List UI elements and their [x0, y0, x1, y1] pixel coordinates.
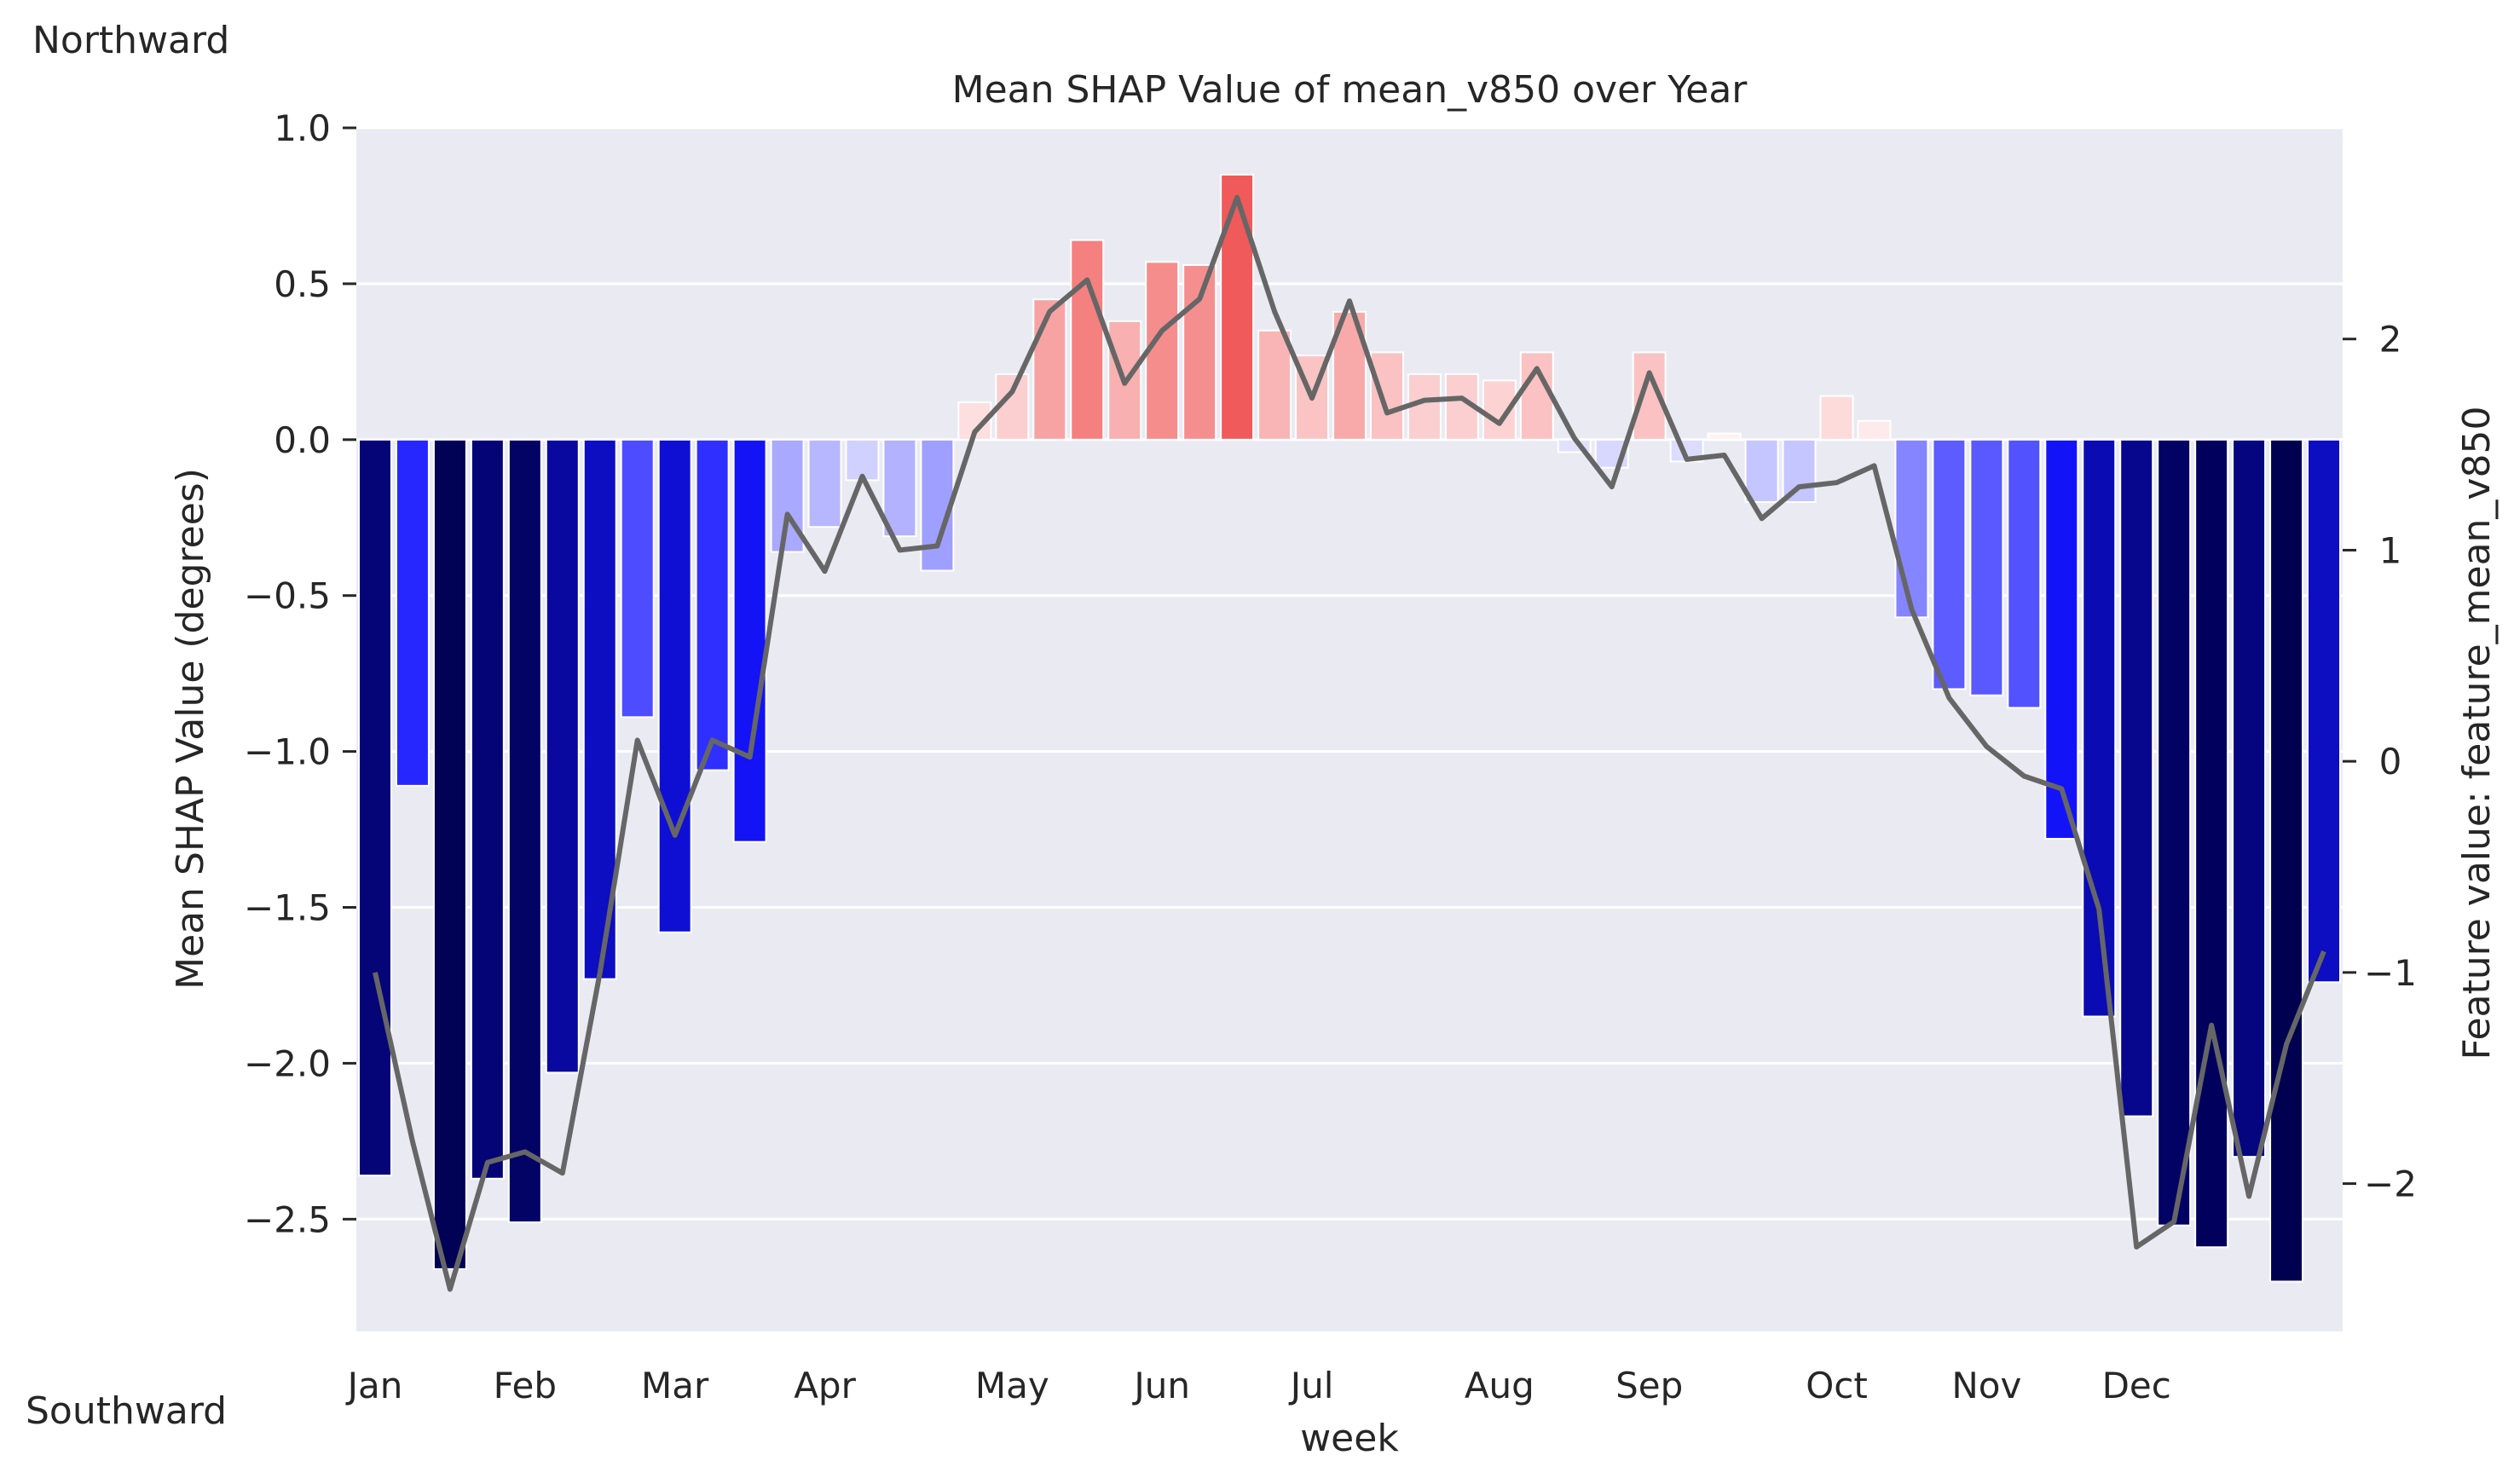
bar [695, 438, 730, 771]
bar [1369, 351, 1404, 441]
line-group [373, 194, 2326, 1292]
y2-tick-label: 1 [2379, 529, 2402, 571]
month-label: Mar [641, 1365, 709, 1406]
bar [1594, 438, 1629, 469]
y-tick-label: −0.5 [244, 575, 331, 617]
month-label: Jul [1288, 1365, 1334, 1406]
left-axis-ticks: 1.0 0.5 0.0 −0.5 −1.0 −1.5 −2.0 −2.5 [244, 107, 356, 1240]
bar [807, 438, 842, 528]
bar [1782, 438, 1817, 503]
bar [657, 438, 692, 933]
month-label: Oct [1806, 1365, 1868, 1406]
bar [470, 438, 505, 1180]
bar [770, 438, 805, 553]
bar [432, 438, 467, 1270]
y2-axis-label: Feature value: feature_mean_v850 [2455, 407, 2499, 1060]
bar [1519, 351, 1554, 441]
bar [2157, 438, 2192, 1227]
y-tick-label: −2.5 [244, 1198, 331, 1240]
bar [1257, 329, 1292, 441]
x-axis-ticks: Jan Feb Mar Apr May Jun Jul Aug Sep Oct Nov Dec [345, 1365, 2171, 1406]
bar [845, 438, 880, 482]
bar [2119, 438, 2154, 1117]
bar [620, 438, 655, 719]
month-label: Sep [1615, 1365, 1683, 1406]
bar [545, 438, 580, 1074]
month-label: Jun [1131, 1365, 1190, 1406]
bar [1932, 438, 1967, 690]
chart-title: Mean SHAP Value of mean_v850 over Year [952, 68, 1748, 112]
right-axis-ticks: 2 1 0 −1 −2 [2343, 319, 2417, 1205]
bar [2044, 438, 2079, 840]
y-tick-label: −1.0 [244, 731, 331, 773]
bar [2007, 438, 2042, 709]
month-label: Nov [1951, 1365, 2021, 1406]
bars-group [358, 173, 2342, 1283]
bar [1407, 372, 1442, 441]
bar [1857, 419, 1892, 441]
bar [1819, 395, 1854, 441]
y-axis-label: Mean SHAP Value (degrees) [169, 468, 212, 990]
northward-annotation: Northward [32, 19, 230, 62]
bar [1070, 239, 1105, 441]
y2-tick-label: −2 [2364, 1164, 2417, 1205]
month-label: Jan [345, 1365, 403, 1406]
y2-tick-label: −1 [2364, 952, 2417, 994]
bar [1707, 432, 1742, 441]
x-axis-label: week [1300, 1417, 1399, 1460]
bar [358, 438, 392, 1177]
y-tick-label: 0.0 [274, 419, 331, 461]
y2-tick-label: 0 [2379, 741, 2402, 782]
bar [507, 438, 542, 1223]
y-tick-label: 1.0 [274, 107, 331, 149]
bar [1894, 438, 1929, 619]
bar [2307, 438, 2342, 984]
feature-value-line [373, 194, 2326, 1292]
bar [732, 438, 767, 843]
bar [1220, 173, 1255, 441]
bar [2194, 438, 2229, 1249]
bar [2232, 438, 2267, 1158]
month-label: Feb [494, 1365, 557, 1406]
month-label: Apr [794, 1365, 856, 1406]
southward-annotation: Southward [26, 1389, 228, 1433]
y-tick-label: 0.5 [274, 263, 331, 305]
bar [1145, 261, 1180, 441]
bar [1969, 438, 2004, 696]
bar [882, 438, 917, 538]
bar [1032, 298, 1067, 441]
month-label: Aug [1465, 1365, 1534, 1406]
bar [582, 438, 617, 980]
bar [2269, 438, 2304, 1283]
y-tick-label: −2.0 [244, 1042, 331, 1084]
month-label: Dec [2102, 1365, 2171, 1406]
y2-tick-label: 2 [2379, 319, 2402, 361]
bar [1744, 438, 1779, 503]
y-tick-label: −1.5 [244, 887, 331, 929]
bar [1182, 263, 1217, 441]
bar [395, 438, 430, 787]
month-label: May [975, 1365, 1049, 1406]
